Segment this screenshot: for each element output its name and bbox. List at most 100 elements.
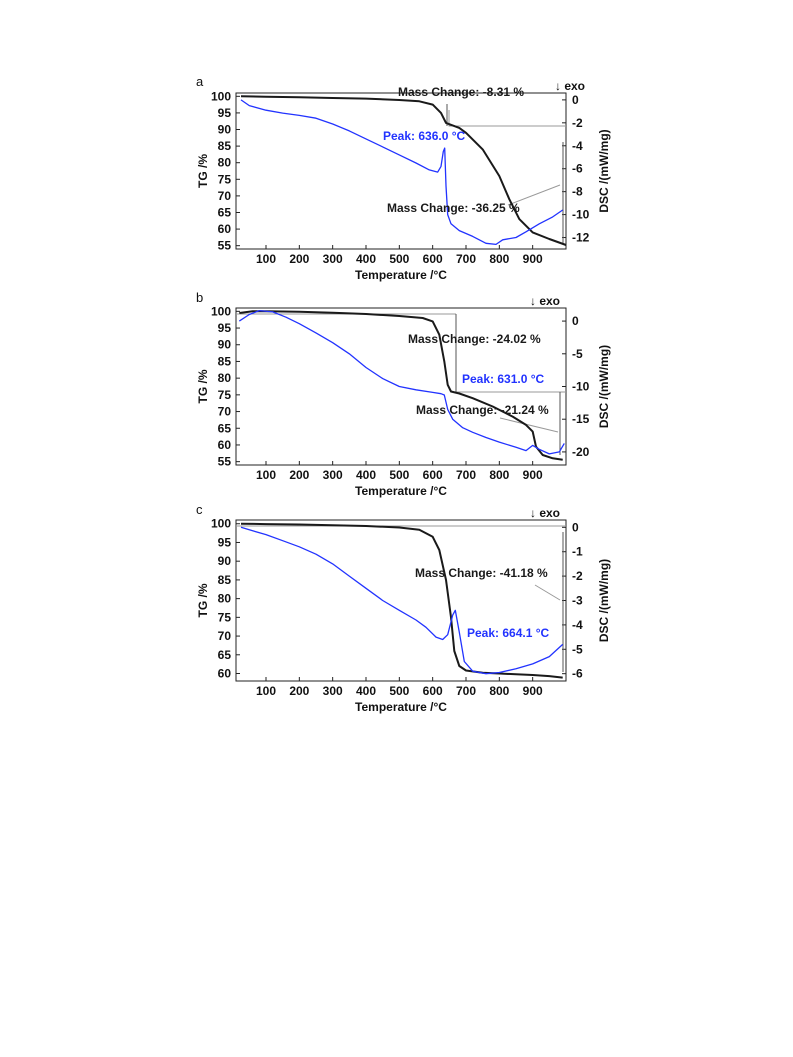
y-tick-label: 60 xyxy=(218,222,232,236)
y-tick-label: 85 xyxy=(218,139,232,153)
series-line-dsc xyxy=(238,309,565,455)
x-axis-label: Temperature /°C xyxy=(355,484,447,498)
series-line-tg xyxy=(240,95,567,246)
x-tick-label: 400 xyxy=(356,684,376,698)
y-tick-label: 65 xyxy=(218,648,232,662)
guide-line xyxy=(534,584,561,601)
exo-label: ↓ exo xyxy=(530,294,560,308)
y2-tick-label: -5 xyxy=(572,347,583,361)
annotation-label: Mass Change: -41.18 % xyxy=(415,566,548,580)
x-tick-label: 800 xyxy=(489,468,509,482)
y2-axis-label: DSC /(mW/mg) xyxy=(597,129,611,212)
x-tick-label: 700 xyxy=(456,252,476,266)
y2-tick-label: 0 xyxy=(572,93,579,107)
x-tick-label: 500 xyxy=(389,684,409,698)
y2-tick-label: -1 xyxy=(572,545,583,559)
plot-frame xyxy=(235,92,567,250)
y2-tick-label: -2 xyxy=(572,116,583,130)
y-tick-label: 55 xyxy=(218,239,232,253)
y-tick-label: 100 xyxy=(211,304,231,318)
y-tick-label: 70 xyxy=(218,405,232,419)
series-line-tg xyxy=(239,310,563,461)
y-tick-label: 90 xyxy=(218,338,232,352)
exo-label: ↓ exo xyxy=(555,79,585,93)
y2-tick-label: -8 xyxy=(572,185,583,199)
y-tick-label: 70 xyxy=(218,189,232,203)
x-tick-label: 900 xyxy=(523,468,543,482)
y2-tick-label: -5 xyxy=(572,642,583,656)
series-line-dsc xyxy=(240,526,564,675)
y-tick-label: 65 xyxy=(218,421,232,435)
y-tick-label: 95 xyxy=(218,321,232,335)
y2-tick-label: -6 xyxy=(572,162,583,176)
y-tick-label: 100 xyxy=(211,89,231,103)
y-tick-label: 55 xyxy=(218,455,232,469)
y-axis-label: TG /% xyxy=(196,369,210,403)
y2-tick-label: -12 xyxy=(572,231,590,245)
y2-tick-label: -4 xyxy=(572,618,583,632)
x-tick-label: 300 xyxy=(323,468,343,482)
x-tick-label: 900 xyxy=(523,252,543,266)
x-tick-label: 800 xyxy=(489,252,509,266)
x-tick-label: 500 xyxy=(389,252,409,266)
y2-axis-label: DSC /(mW/mg) xyxy=(597,559,611,642)
y2-tick-label: -10 xyxy=(572,208,590,222)
x-tick-label: 200 xyxy=(289,252,309,266)
y2-axis-label: DSC /(mW/mg) xyxy=(597,345,611,428)
y-tick-label: 95 xyxy=(218,535,232,549)
x-tick-label: 100 xyxy=(256,252,276,266)
y2-tick-label: -4 xyxy=(572,139,583,153)
x-tick-label: 700 xyxy=(456,684,476,698)
y-axis-label: TG /% xyxy=(196,154,210,188)
annotation-label: Peak: 664.1 °C xyxy=(467,626,550,640)
annotation-label: Mass Change: -21.24 % xyxy=(416,403,549,417)
y2-tick-label: -6 xyxy=(572,667,583,681)
y-tick-label: 75 xyxy=(218,172,232,186)
guide-line xyxy=(499,417,559,433)
annotation-label: Mass Change: -8.31 % xyxy=(398,85,524,99)
x-tick-label: 200 xyxy=(289,468,309,482)
y-tick-label: 75 xyxy=(218,388,232,402)
plot-frame xyxy=(235,519,567,682)
x-tick-label: 300 xyxy=(323,252,343,266)
y-tick-label: 85 xyxy=(218,573,232,587)
y2-tick-label: -3 xyxy=(572,594,583,608)
x-tick-label: 600 xyxy=(423,252,443,266)
y-tick-label: 80 xyxy=(218,592,232,606)
y2-tick-label: -10 xyxy=(572,380,590,394)
panel-letter: c xyxy=(196,502,203,517)
y-tick-label: 90 xyxy=(218,123,232,137)
y2-tick-label: 0 xyxy=(572,314,579,328)
y2-tick-label: 0 xyxy=(572,520,579,534)
y2-tick-label: -2 xyxy=(572,569,583,583)
annotation-label: Mass Change: -24.02 % xyxy=(408,332,541,346)
x-tick-label: 400 xyxy=(356,468,376,482)
guide-line xyxy=(507,184,561,206)
panel-letter: b xyxy=(196,290,203,305)
x-axis-label: Temperature /°C xyxy=(355,700,447,714)
panel-letter: a xyxy=(196,74,204,89)
x-tick-label: 600 xyxy=(423,468,443,482)
x-tick-label: 700 xyxy=(456,468,476,482)
y-tick-label: 80 xyxy=(218,371,232,385)
series-line-dsc xyxy=(240,99,564,246)
y-axis-label: TG /% xyxy=(196,583,210,617)
x-tick-label: 600 xyxy=(423,684,443,698)
x-tick-label: 200 xyxy=(289,684,309,698)
y-tick-label: 70 xyxy=(218,629,232,643)
x-tick-label: 500 xyxy=(389,468,409,482)
annotation-label: Peak: 631.0 °C xyxy=(462,372,545,386)
y2-tick-label: -20 xyxy=(572,445,590,459)
x-tick-label: 800 xyxy=(489,684,509,698)
y-tick-label: 65 xyxy=(218,205,232,219)
x-tick-label: 900 xyxy=(523,684,543,698)
series-line-tg xyxy=(240,522,563,679)
annotation-label: Mass Change: -36.25 % xyxy=(387,201,520,215)
x-tick-label: 300 xyxy=(323,684,343,698)
exo-label: ↓ exo xyxy=(530,506,560,520)
x-tick-label: 100 xyxy=(256,684,276,698)
